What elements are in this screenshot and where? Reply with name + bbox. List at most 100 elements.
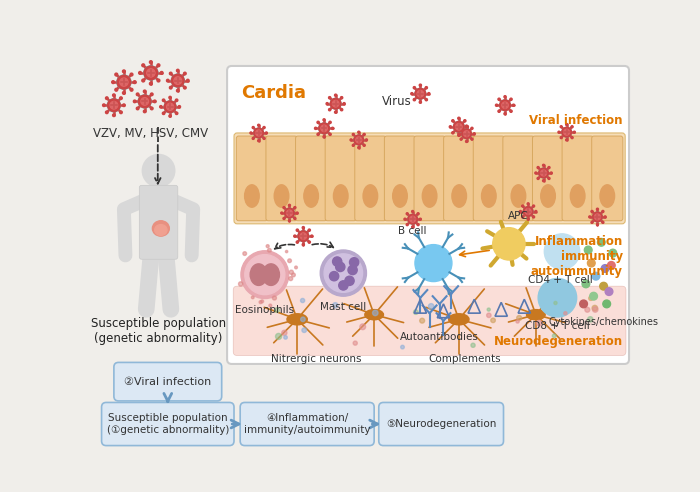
Circle shape <box>601 265 609 273</box>
Circle shape <box>332 303 338 308</box>
Circle shape <box>425 87 428 89</box>
Circle shape <box>571 137 573 139</box>
Circle shape <box>571 126 573 128</box>
Circle shape <box>466 140 468 142</box>
Circle shape <box>112 81 115 84</box>
Text: VZV, MV, HSV, CMV: VZV, MV, HSV, CMV <box>93 127 209 140</box>
Circle shape <box>302 244 304 246</box>
Circle shape <box>330 272 339 281</box>
Circle shape <box>108 99 120 112</box>
Ellipse shape <box>241 251 288 299</box>
Circle shape <box>288 220 290 222</box>
Circle shape <box>542 164 545 166</box>
Circle shape <box>163 100 177 114</box>
Circle shape <box>296 229 298 231</box>
Circle shape <box>548 178 550 180</box>
Circle shape <box>260 300 264 303</box>
Circle shape <box>142 64 145 67</box>
Circle shape <box>592 307 598 312</box>
Circle shape <box>496 104 498 106</box>
FancyBboxPatch shape <box>379 402 503 446</box>
Circle shape <box>498 110 500 112</box>
Circle shape <box>144 110 146 113</box>
Circle shape <box>174 77 181 85</box>
Circle shape <box>486 313 491 317</box>
Circle shape <box>550 172 552 174</box>
Circle shape <box>301 317 305 322</box>
Circle shape <box>354 135 363 145</box>
Text: Eosinophils: Eosinophils <box>235 306 295 315</box>
Circle shape <box>335 111 337 113</box>
Circle shape <box>335 94 337 96</box>
Circle shape <box>592 212 603 222</box>
Circle shape <box>171 73 185 88</box>
Circle shape <box>298 231 309 242</box>
Circle shape <box>284 208 295 218</box>
Circle shape <box>291 273 295 277</box>
Circle shape <box>167 103 174 110</box>
Ellipse shape <box>365 309 384 320</box>
Circle shape <box>172 74 184 87</box>
Circle shape <box>452 120 454 122</box>
FancyBboxPatch shape <box>414 136 445 221</box>
Circle shape <box>566 123 568 125</box>
Ellipse shape <box>244 185 259 207</box>
Circle shape <box>466 125 468 128</box>
Circle shape <box>276 334 281 339</box>
Circle shape <box>449 125 452 128</box>
Circle shape <box>339 281 348 290</box>
Ellipse shape <box>493 228 525 260</box>
Circle shape <box>358 131 360 133</box>
Circle shape <box>499 99 511 111</box>
Circle shape <box>584 246 592 254</box>
Circle shape <box>535 172 537 174</box>
FancyBboxPatch shape <box>233 286 626 356</box>
Circle shape <box>294 217 296 219</box>
Circle shape <box>120 78 128 86</box>
Circle shape <box>113 114 116 117</box>
Circle shape <box>115 89 118 91</box>
FancyBboxPatch shape <box>473 136 505 221</box>
Circle shape <box>413 98 416 101</box>
Ellipse shape <box>287 314 307 325</box>
Circle shape <box>510 98 512 100</box>
Circle shape <box>538 167 549 179</box>
Circle shape <box>591 221 593 223</box>
Text: Susceptible population
(genetic abnormality): Susceptible population (genetic abnormal… <box>91 317 226 345</box>
Circle shape <box>150 107 153 110</box>
Circle shape <box>463 120 466 122</box>
Circle shape <box>130 73 133 76</box>
Circle shape <box>106 111 108 114</box>
Circle shape <box>592 306 598 311</box>
Circle shape <box>300 233 307 240</box>
Ellipse shape <box>422 185 437 207</box>
Circle shape <box>558 131 560 133</box>
Ellipse shape <box>155 224 167 235</box>
Circle shape <box>332 127 334 129</box>
Circle shape <box>281 212 283 214</box>
Circle shape <box>592 273 600 280</box>
Circle shape <box>323 119 326 121</box>
Circle shape <box>258 140 260 142</box>
Circle shape <box>413 87 416 89</box>
Circle shape <box>321 125 328 131</box>
Circle shape <box>537 167 539 169</box>
Circle shape <box>308 229 310 231</box>
Text: ⑤Neurodegeneration: ⑤Neurodegeneration <box>386 419 496 429</box>
Circle shape <box>504 95 506 98</box>
Circle shape <box>288 204 290 206</box>
Text: ④Inflammation/
immunity/autoimmunity: ④Inflammation/ immunity/autoimmunity <box>244 413 370 435</box>
Ellipse shape <box>274 185 289 207</box>
Circle shape <box>400 345 405 349</box>
Circle shape <box>415 89 426 99</box>
Circle shape <box>608 262 615 269</box>
FancyBboxPatch shape <box>102 402 234 446</box>
Circle shape <box>566 139 568 141</box>
Circle shape <box>587 317 593 322</box>
Circle shape <box>560 137 562 139</box>
Ellipse shape <box>482 185 496 207</box>
Circle shape <box>460 138 462 140</box>
Circle shape <box>411 92 413 95</box>
Circle shape <box>456 123 462 130</box>
Circle shape <box>593 212 602 222</box>
